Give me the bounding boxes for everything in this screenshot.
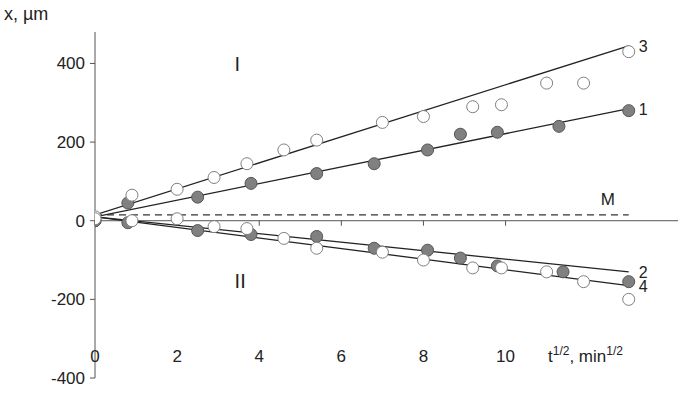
point: [623, 293, 635, 305]
reference-label: M: [601, 190, 615, 209]
x-tick-label: 0: [90, 347, 99, 366]
point: [95, 213, 101, 225]
plot-area: [95, 46, 635, 306]
x-axis-label-part: , min: [569, 347, 606, 366]
point: [278, 144, 290, 156]
x-axis-label: t1/2, min1/2: [548, 344, 623, 366]
x-tick-label: 2: [172, 347, 181, 366]
y-tick-label: 0: [76, 212, 85, 231]
annotation: II: [235, 270, 246, 292]
x-tick-label: 8: [419, 347, 428, 366]
x-axis-label-sup: 1/2: [606, 344, 623, 358]
point: [241, 158, 253, 170]
point: [192, 191, 204, 203]
y-tick-label: -200: [51, 290, 85, 309]
point: [376, 246, 388, 258]
point: [623, 105, 635, 117]
fit-line: [95, 217, 629, 286]
point: [623, 46, 635, 58]
y-tick-label: 200: [57, 133, 85, 152]
point: [467, 262, 479, 274]
y-axis-label: x, µm: [4, 4, 48, 24]
point: [417, 111, 429, 123]
point: [553, 120, 565, 132]
x-axis-label-sup: 1/2: [553, 344, 570, 358]
x-tick-label: 6: [337, 347, 346, 366]
point: [126, 215, 138, 227]
x-tick: [341, 221, 342, 226]
point: [311, 242, 323, 254]
point: [376, 116, 388, 128]
point: [454, 252, 466, 264]
annotation: I: [235, 53, 241, 75]
point: [126, 189, 138, 201]
x-tick: [505, 221, 506, 226]
point: [311, 230, 323, 242]
point: [208, 171, 220, 183]
point: [578, 276, 590, 288]
point: [311, 134, 323, 146]
point: [541, 266, 553, 278]
point: [495, 262, 507, 274]
series-label: 4: [639, 278, 648, 295]
series-label: 1: [639, 101, 648, 118]
point: [208, 221, 220, 233]
y-tick: [90, 299, 95, 300]
y-tick: [90, 378, 95, 379]
point: [311, 168, 323, 180]
point: [192, 225, 204, 237]
x-tick: [423, 221, 424, 226]
x-tick: [259, 221, 260, 226]
fit-line: [95, 109, 629, 217]
y-axis: [95, 32, 96, 378]
point: [578, 77, 590, 89]
y-tick: [90, 142, 95, 143]
y-tick-label: 400: [57, 54, 85, 73]
fit-line: [95, 46, 629, 215]
point: [171, 183, 183, 195]
point: [491, 126, 503, 138]
y-tick: [90, 220, 95, 221]
point: [171, 213, 183, 225]
point: [623, 276, 635, 288]
point: [422, 144, 434, 156]
point: [495, 99, 507, 111]
point: [557, 266, 569, 278]
y-tick: [90, 63, 95, 64]
point: [241, 223, 253, 235]
point: [278, 232, 290, 244]
x-tick-label: 4: [254, 347, 263, 366]
series-label: 3: [639, 38, 648, 55]
point: [245, 177, 257, 189]
point: [454, 128, 466, 140]
point: [467, 101, 479, 113]
point: [541, 77, 553, 89]
point: [368, 158, 380, 170]
y-tick-label: -400: [51, 369, 85, 388]
chart: -400-20002004000246810x, µmt1/2, min1/21…: [0, 0, 685, 393]
point: [417, 254, 429, 266]
x-tick-label: 10: [496, 347, 515, 366]
fit-line: [95, 217, 629, 272]
